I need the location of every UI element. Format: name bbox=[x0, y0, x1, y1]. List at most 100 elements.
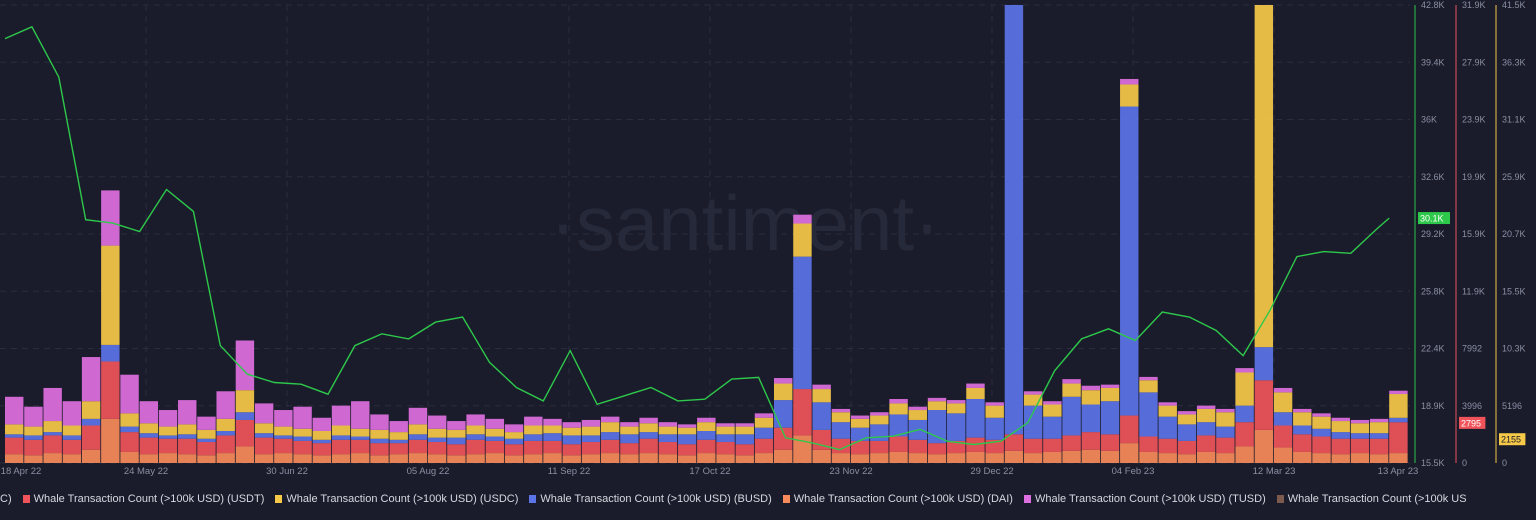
legend-item[interactable]: Whale Transaction Count (>100k USD) (USD… bbox=[22, 492, 264, 506]
bar-dai bbox=[774, 449, 793, 463]
legend-item[interactable]: Whale Transaction Count (>100k US bbox=[1276, 492, 1467, 506]
bar-usdt bbox=[274, 438, 293, 454]
bar-tusd bbox=[889, 398, 908, 404]
bar-busd bbox=[985, 417, 1004, 440]
axes: 42.8K 39.4K 36K 32.6K 29.2K 25.8K 22.4K 18.9K 15… bbox=[1414, 0, 1526, 468]
bar-dai bbox=[754, 453, 774, 463]
bar-usdc bbox=[1273, 392, 1293, 413]
legend: C) Whale Transaction Count (>100k USD) (U… bbox=[0, 492, 1536, 506]
bar-usdt bbox=[850, 440, 870, 455]
bar-dai bbox=[216, 453, 235, 463]
bar-dai bbox=[985, 453, 1004, 463]
bar-busd bbox=[697, 430, 716, 440]
bar-usdc bbox=[197, 429, 216, 439]
bar-usdc bbox=[1062, 383, 1081, 397]
bar-dai bbox=[312, 455, 332, 463]
bar-usdc bbox=[1293, 412, 1312, 426]
bar-usdc bbox=[850, 418, 870, 428]
bar-tusd bbox=[831, 408, 851, 413]
x-tick-label: 12 Mar 23 bbox=[1253, 466, 1296, 477]
bar-dai bbox=[1254, 429, 1274, 463]
bar-busd bbox=[966, 398, 985, 438]
legend-item[interactable]: Whale Transaction Count (>100k USD) (USD… bbox=[275, 492, 518, 506]
bar-busd bbox=[639, 432, 658, 439]
bar-tusd bbox=[947, 400, 966, 404]
legend-item[interactable]: Whale Transaction Count (>100k USD) (BUS… bbox=[529, 492, 772, 506]
bar-usdc bbox=[1081, 390, 1101, 405]
bar-busd bbox=[927, 410, 947, 444]
bar-usdc bbox=[677, 427, 697, 435]
bar-usdt bbox=[735, 444, 754, 456]
legend-label: Whale Transaction Count (>100k US bbox=[1287, 493, 1467, 505]
x-tick-label: 23 Nov 22 bbox=[829, 466, 872, 477]
bar-busd bbox=[870, 424, 889, 441]
bar-usdc bbox=[1177, 414, 1197, 425]
last-value-label-usdt: 2795 bbox=[1461, 418, 1481, 428]
bar-tusd bbox=[1120, 78, 1139, 85]
bar-usdt bbox=[1196, 435, 1216, 452]
bar-tusd bbox=[351, 401, 370, 429]
bar-tusd bbox=[543, 418, 562, 426]
bar-usdc bbox=[966, 387, 985, 399]
bar-usdt bbox=[1312, 436, 1331, 454]
bar-usdt bbox=[178, 438, 197, 455]
bar-usdt bbox=[774, 427, 793, 450]
bar-dai bbox=[120, 451, 139, 463]
bar-busd bbox=[120, 426, 139, 433]
bar-usdt bbox=[697, 439, 716, 454]
bar-busd bbox=[677, 434, 697, 445]
bar-usdc bbox=[504, 432, 524, 439]
bar-dai bbox=[831, 453, 851, 463]
bar-dai bbox=[1043, 451, 1062, 463]
bar-tusd bbox=[447, 421, 466, 430]
bar-usdt bbox=[1120, 415, 1139, 444]
bar-usdc bbox=[927, 401, 947, 411]
bar-tusd bbox=[1062, 379, 1081, 384]
x-tick-label: 17 Oct 22 bbox=[689, 466, 730, 477]
bar-usdc bbox=[1196, 408, 1216, 423]
bar-tusd bbox=[1023, 391, 1043, 395]
bar-usdt bbox=[101, 361, 120, 419]
bar-dai bbox=[427, 454, 447, 463]
bar-busd bbox=[351, 436, 370, 440]
axis-tick-price: 32.6K bbox=[1421, 172, 1445, 182]
bar-dai bbox=[389, 454, 408, 463]
axis-tick-usdc: 20.7K bbox=[1502, 229, 1526, 239]
bar-tusd bbox=[427, 415, 447, 429]
bar-busd bbox=[485, 436, 505, 441]
bar-usdt bbox=[62, 439, 82, 455]
bar-usdc bbox=[620, 426, 639, 435]
bar-tusd bbox=[754, 413, 774, 418]
bar-usdc bbox=[716, 426, 735, 435]
bar-busd bbox=[1235, 405, 1254, 423]
bar-tusd bbox=[581, 419, 601, 427]
legend-item-price[interactable]: C) bbox=[0, 492, 12, 506]
bar-busd bbox=[1273, 412, 1293, 426]
bar-usdt bbox=[908, 439, 927, 454]
x-tick-label: 29 Dec 22 bbox=[970, 466, 1013, 477]
bar-busd bbox=[293, 436, 312, 441]
legend-item[interactable]: Whale Transaction Count (>100k USD) (TUS… bbox=[1023, 492, 1266, 506]
bar-usdc bbox=[1350, 423, 1370, 434]
bar-usdc bbox=[1023, 394, 1043, 406]
legend-item[interactable]: Whale Transaction Count (>100k USD) (DAI… bbox=[782, 492, 1013, 506]
bar-busd bbox=[101, 344, 120, 362]
axis-tick-price: 36K bbox=[1421, 115, 1437, 125]
bar-dai bbox=[1273, 447, 1293, 463]
bar-tusd bbox=[1369, 418, 1389, 423]
bar-usdt bbox=[1004, 434, 1024, 451]
last-value-badge-usdt bbox=[1459, 416, 1486, 429]
legend-label: C) bbox=[0, 493, 12, 505]
bar-usdc bbox=[43, 421, 62, 433]
bar-usdc bbox=[1254, 5, 1274, 348]
x-tick-label: 11 Sep 22 bbox=[548, 466, 591, 477]
bar-tusd bbox=[735, 423, 754, 427]
bar-busd bbox=[1043, 416, 1062, 439]
grid bbox=[0, 4, 1410, 464]
bar-tusd bbox=[524, 416, 543, 426]
last-value-badge-usdc bbox=[1499, 433, 1526, 446]
axis-tick-price: 29.2K bbox=[1421, 229, 1445, 239]
bar-busd bbox=[1389, 417, 1408, 423]
bar-usdt bbox=[447, 444, 466, 456]
bar-busd bbox=[831, 422, 851, 439]
